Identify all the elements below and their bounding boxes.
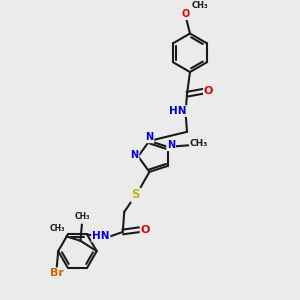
Text: N: N (130, 150, 139, 160)
Text: CH₃: CH₃ (191, 2, 208, 10)
Text: N: N (145, 132, 154, 142)
Text: O: O (182, 9, 190, 19)
Text: CH₃: CH₃ (74, 212, 90, 221)
Text: O: O (204, 86, 213, 96)
Text: CH₃: CH₃ (190, 140, 208, 148)
Text: CH₃: CH₃ (50, 224, 66, 233)
Text: N: N (167, 140, 175, 150)
Text: O: O (141, 225, 150, 235)
Text: HN: HN (169, 106, 187, 116)
Text: HN: HN (92, 231, 110, 242)
Text: S: S (131, 188, 140, 202)
Text: Br: Br (50, 268, 64, 278)
